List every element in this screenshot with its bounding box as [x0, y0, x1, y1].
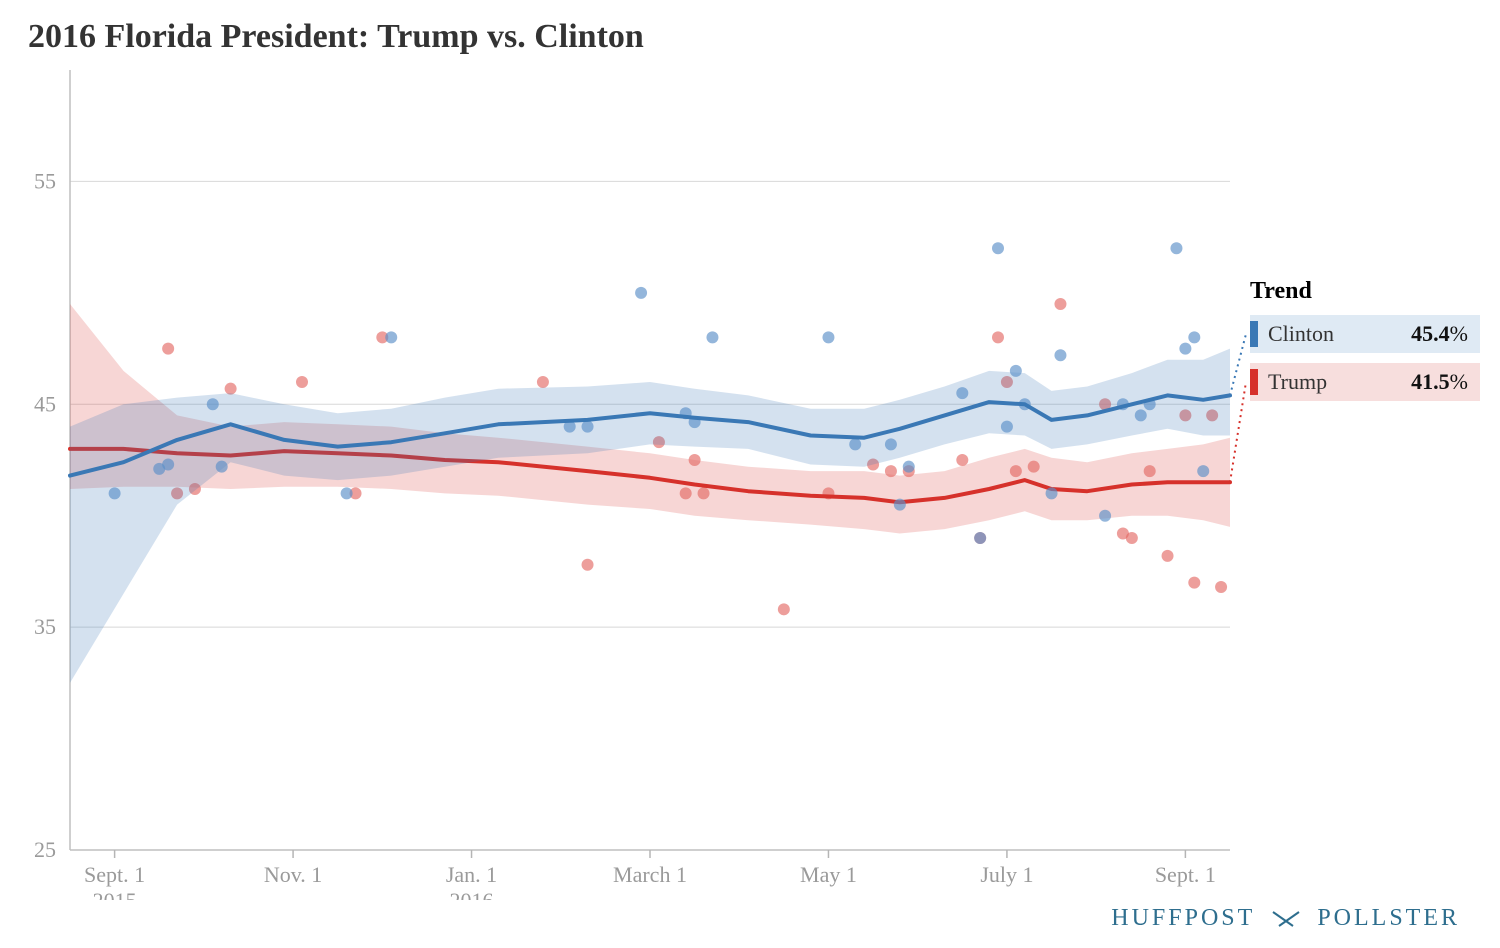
svg-text:55: 55	[34, 168, 56, 193]
svg-text:July 1: July 1	[980, 862, 1033, 887]
svg-text:2015: 2015	[93, 888, 137, 900]
legend-row-clinton: Clinton 45.4%	[1250, 315, 1480, 353]
svg-text:25: 25	[34, 837, 56, 862]
svg-text:March 1: March 1	[613, 862, 687, 887]
legend-title: Trend	[1250, 278, 1480, 305]
chart-container: 2016 Florida President: Trump vs. Clinto…	[0, 0, 1500, 948]
legend-row-trump: Trump 41.5%	[1250, 363, 1480, 401]
svg-text:Sept. 1: Sept. 1	[1155, 862, 1216, 887]
legend-value: 45.4%	[1411, 321, 1468, 347]
svg-text:Sept. 1: Sept. 1	[84, 862, 145, 887]
poll-chart: 25354555Sept. 12015Nov. 1Jan. 12016March…	[0, 0, 1500, 900]
legend-swatch	[1250, 369, 1258, 395]
footer-right: POLLSTER	[1317, 905, 1460, 932]
svg-text:May 1: May 1	[800, 862, 857, 887]
svg-text:35: 35	[34, 614, 56, 639]
svg-text:Nov. 1: Nov. 1	[264, 862, 322, 887]
logo-divider-icon	[1271, 908, 1301, 930]
source-logo: HUFFPOST POLLSTER	[1111, 905, 1460, 932]
legend-name: Clinton	[1268, 321, 1334, 347]
svg-text:Jan. 1: Jan. 1	[446, 862, 497, 887]
svg-text:45: 45	[34, 391, 56, 416]
legend: Trend Clinton 45.4% Trump 41.5%	[1250, 278, 1480, 401]
svg-text:2016: 2016	[450, 888, 494, 900]
footer-left: HUFFPOST	[1111, 905, 1255, 932]
legend-swatch	[1250, 321, 1258, 347]
legend-value: 41.5%	[1411, 369, 1468, 395]
legend-name: Trump	[1268, 369, 1327, 395]
